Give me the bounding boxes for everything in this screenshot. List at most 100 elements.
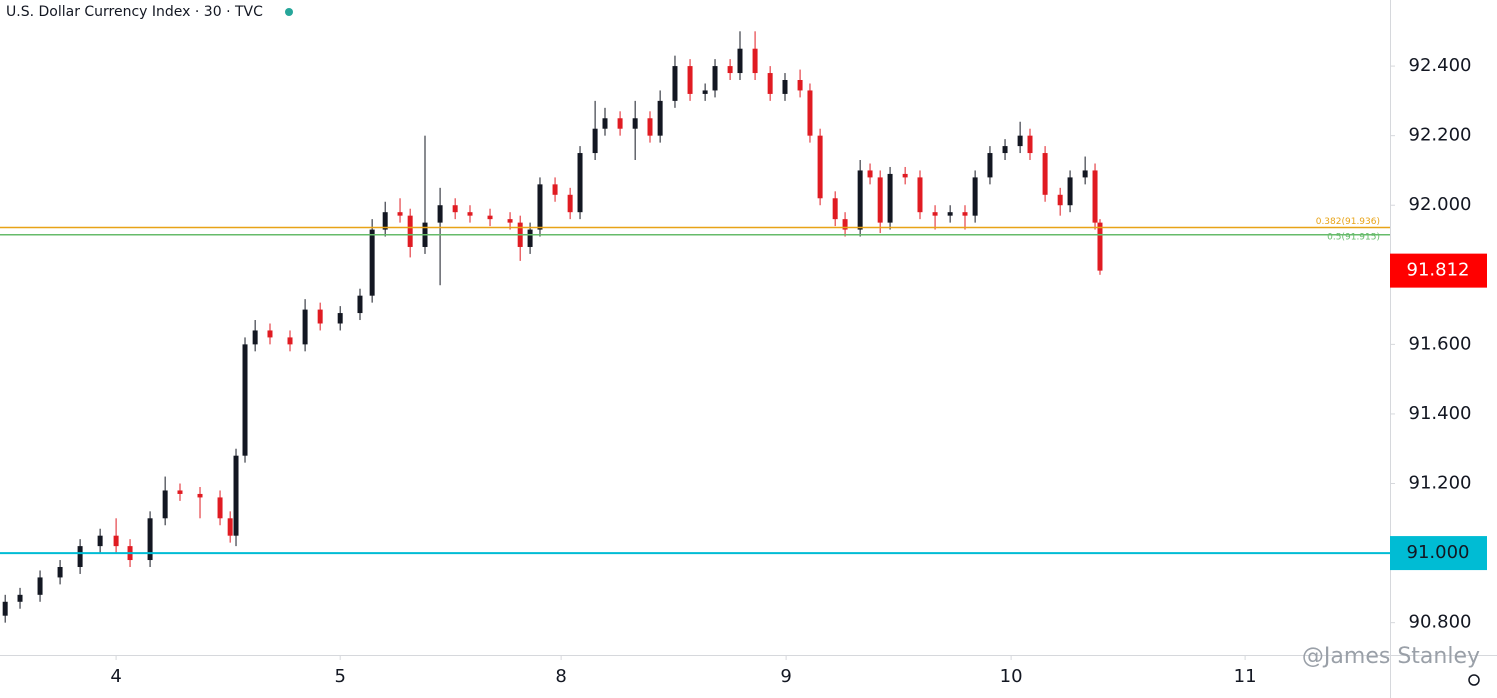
candle-body [507,219,513,223]
candle-body [227,518,233,536]
candle-body [537,184,543,230]
candle-body [867,170,873,178]
candle-body [452,205,458,213]
last-price-label: 91.812 [1407,260,1470,281]
candle-body [407,215,413,247]
candle-body [382,212,388,230]
candle-body [807,90,813,136]
plot-area [0,31,1390,623]
candle-body [632,118,638,129]
candle-body [1017,135,1023,147]
candle-body [917,177,923,213]
candle-body [267,330,273,338]
candle-body [767,73,773,94]
candle-body [567,194,573,213]
y-tick-label: 91.200 [1409,473,1472,494]
candle-body [752,48,758,74]
candle-body [1092,170,1098,223]
candle-body [672,66,678,101]
chart-title: U.S. Dollar Currency Index · 30 · TVC [6,4,263,20]
watermark: @James Stanley [1302,644,1480,669]
candle-body [177,490,183,494]
candle-body [657,100,663,136]
candle-body [577,153,583,213]
status-dot [285,8,293,16]
level-price-box [1390,536,1487,571]
candle-body [842,219,848,230]
candle-body [817,135,823,199]
candle-body [552,184,558,195]
candle-body [782,80,788,94]
candle-body [302,309,308,345]
candle-body [252,330,258,345]
candle-body [162,490,168,519]
last-price-box [1390,253,1487,288]
x-tick-label: 4 [110,666,121,687]
candle-body [337,313,343,324]
x-tick-label: 8 [555,666,566,687]
candle-body [37,577,43,595]
candle-body [2,601,8,616]
x-tick-label: 5 [334,666,345,687]
candle-body [712,66,718,91]
candle-body [1082,170,1088,178]
y-tick-label: 92.200 [1409,125,1472,146]
candle-body [962,212,968,216]
candle-body [687,66,693,94]
candle-body [527,229,533,247]
candle-body [1097,222,1103,271]
candle-body [487,215,493,220]
candle-body [217,497,223,519]
candle-body [947,212,953,216]
candle-body [17,594,23,602]
candle-body [832,198,838,220]
candle-body [932,212,938,216]
x-tick-label: 9 [780,666,791,687]
candle-body [592,128,598,154]
candle-body [737,48,743,74]
candle-body [287,337,293,345]
candle-body [197,493,203,498]
y-tick-label: 92.000 [1409,194,1472,215]
candle-body [702,90,708,94]
candle-body [902,173,908,178]
x-tick-label: 11 [1234,666,1257,687]
candle-body [797,80,803,91]
candle-body [887,173,893,223]
candle-body [972,177,978,216]
candle-body [113,535,119,547]
candle-body [242,344,248,456]
settings-icon[interactable] [1468,674,1480,686]
candle-body [357,295,363,314]
x-tick-label: 10 [1000,666,1023,687]
candle-body [727,66,733,74]
candle-body [857,170,863,230]
candle-body [602,118,608,129]
level-price-label: 91.000 [1407,542,1470,563]
candle-body [369,229,375,296]
candle-body [147,518,153,561]
candle-body [647,118,653,136]
y-tick-label: 91.600 [1409,333,1472,354]
candle-body [617,118,623,129]
candle-body [397,212,403,216]
y-tick-label: 90.800 [1409,612,1472,633]
y-tick-label: 92.400 [1409,55,1472,76]
candle-body [437,205,443,223]
candle-body [987,153,993,178]
candle-body [97,535,103,547]
candle-body [317,309,323,324]
candle-body [1002,146,1008,154]
candle-body [1057,194,1063,206]
candle-body [1027,135,1033,154]
candle-body [77,546,83,567]
y-tick-label: 91.400 [1409,403,1472,424]
candle-body [467,212,473,216]
candle-body [57,566,63,578]
candle-body [877,177,883,223]
candle-body [1067,177,1073,206]
candle-body [233,455,239,536]
